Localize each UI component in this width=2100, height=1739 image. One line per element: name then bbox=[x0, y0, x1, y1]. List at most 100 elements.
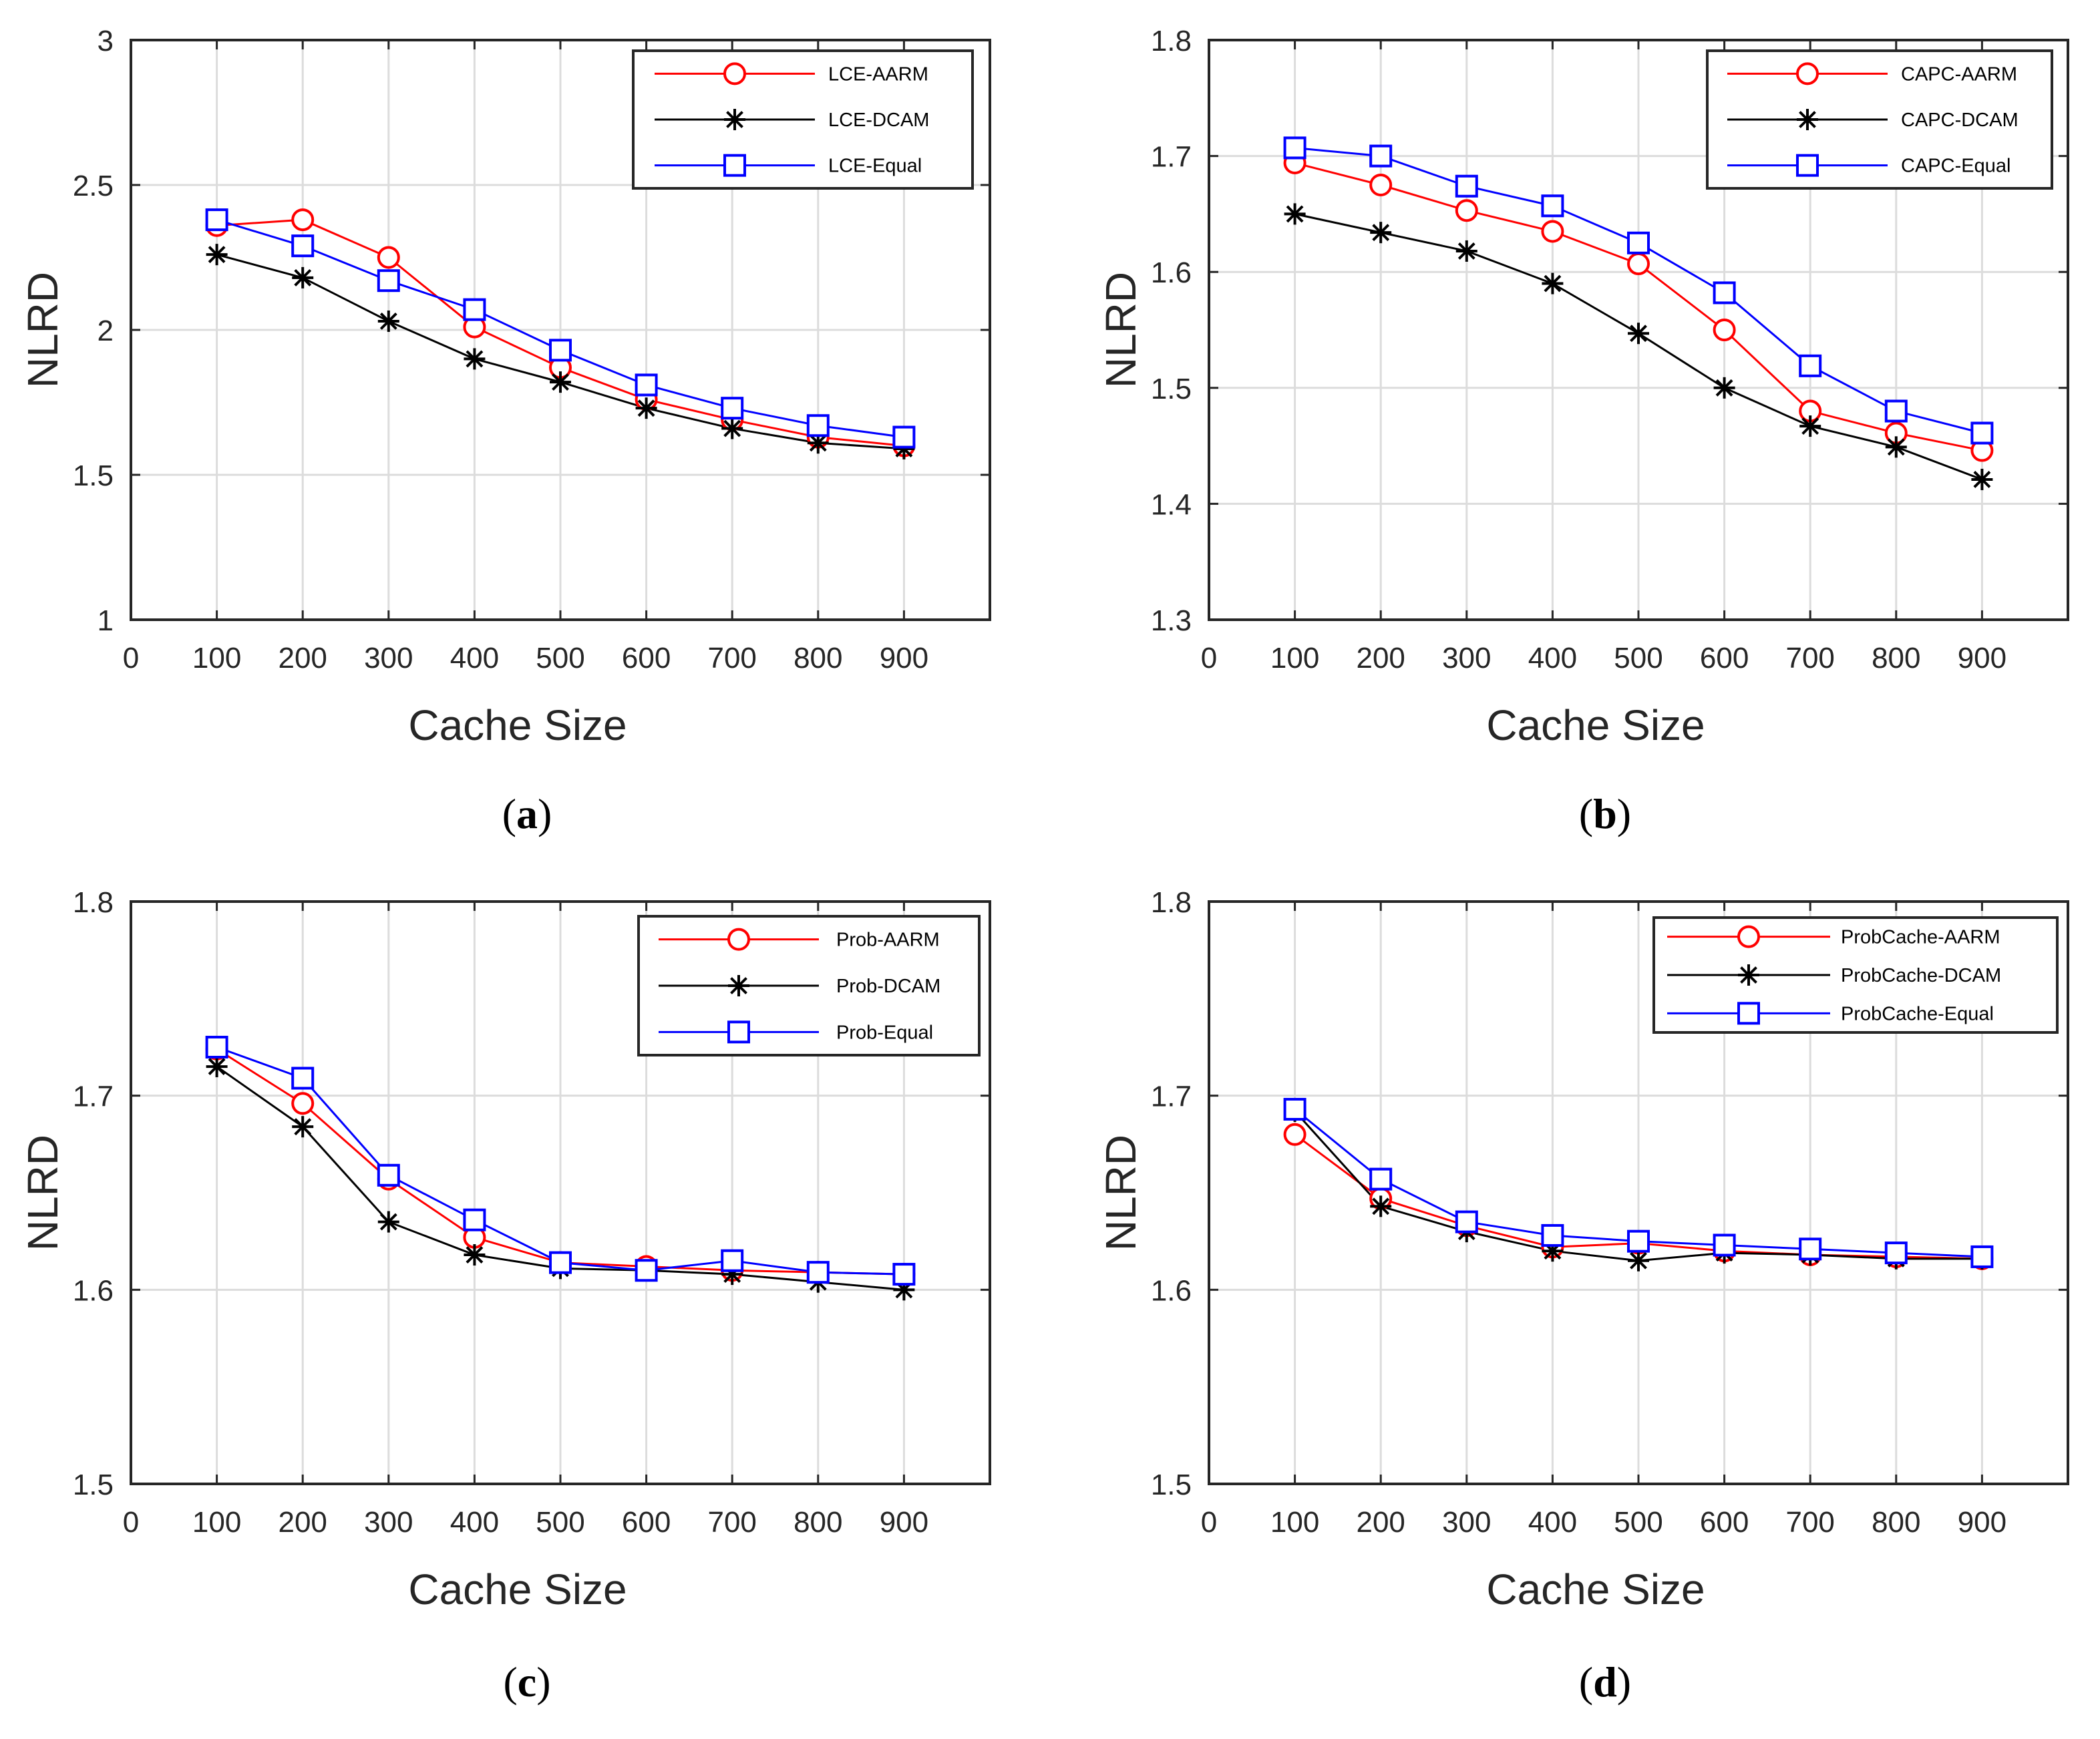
y-tick-label: 1.5 bbox=[73, 459, 114, 492]
x-tick-label: 200 bbox=[1356, 1506, 1405, 1539]
y-axis-label: NLRD bbox=[1097, 1135, 1145, 1251]
x-tick-label: 700 bbox=[707, 1506, 756, 1539]
legend-label: LCE-AARM bbox=[828, 63, 928, 85]
data-point-dcam bbox=[292, 1116, 314, 1138]
data-point-dcam bbox=[1885, 436, 1907, 458]
data-point-dcam-stroke-d2 bbox=[637, 399, 655, 417]
legend-label: LCE-Equal bbox=[828, 156, 922, 177]
data-point-dcam-stroke-d2 bbox=[294, 1118, 312, 1136]
data-point-equal bbox=[892, 425, 916, 449]
data-point-aarm bbox=[1541, 220, 1564, 243]
caption-open-paren: ( bbox=[1579, 1658, 1593, 1706]
data-point-equal bbox=[1627, 1229, 1650, 1253]
data-point-equal bbox=[1713, 281, 1736, 305]
legend: LCE-AARM LCE-DCAM LCE-Equal bbox=[632, 49, 974, 190]
data-point-dcam bbox=[1628, 1249, 1649, 1272]
x-tick-label: 400 bbox=[1528, 1506, 1577, 1539]
data-point-equal bbox=[549, 339, 572, 362]
legend-marker-equal bbox=[1737, 1002, 1760, 1025]
y-tick-label: 1.6 bbox=[1151, 256, 1192, 289]
panel-caption: (d) bbox=[1579, 1658, 1631, 1706]
data-point-equal bbox=[1541, 1223, 1564, 1247]
legend: ProbCache-AARM ProbCache-DCAM ProbCache-Eq… bbox=[1652, 916, 2059, 1034]
x-tick-label: 800 bbox=[794, 642, 842, 674]
x-tick-label: 900 bbox=[1958, 642, 2006, 674]
data-point-dcam bbox=[1455, 240, 1477, 262]
x-tick-label: 600 bbox=[1700, 1506, 1749, 1539]
data-point-equal bbox=[1627, 231, 1650, 254]
legend-label: LCE-DCAM bbox=[828, 110, 929, 131]
panel-caption: (a) bbox=[502, 790, 552, 837]
data-point-equal bbox=[377, 1163, 400, 1187]
x-tick-label: 200 bbox=[1356, 642, 1405, 674]
data-point-dcam bbox=[464, 1244, 486, 1266]
legend-marker-dcam-stroke-d2 bbox=[726, 111, 743, 128]
y-tick-label: 2 bbox=[98, 315, 114, 347]
legend-label: CAPC-Equal bbox=[1901, 156, 2010, 177]
data-point-equal bbox=[377, 269, 400, 293]
x-tick-label: 300 bbox=[364, 1506, 413, 1539]
x-tick-label: 200 bbox=[278, 642, 327, 674]
data-point-dcam-stroke-d2 bbox=[1973, 471, 1991, 488]
legend-label: Prob-Equal bbox=[836, 1022, 933, 1043]
y-axis-label: NLRD bbox=[19, 272, 67, 388]
legend-marker-equal bbox=[723, 154, 746, 177]
data-point-equal bbox=[549, 1251, 572, 1274]
data-point-dcam bbox=[1971, 468, 1993, 490]
chart-panel-a: 0 100 200 300 400 500 600 700 800 900 1 1.5 2 2.5 3 Cac… bbox=[19, 25, 991, 837]
data-point-equal bbox=[1884, 399, 1908, 423]
data-point-aarm bbox=[1283, 1123, 1306, 1146]
data-point-dcam-stroke-d2 bbox=[466, 1246, 484, 1264]
data-point-dcam-stroke-d2 bbox=[1457, 242, 1475, 260]
data-point-dcam bbox=[292, 266, 314, 288]
x-tick-label: 100 bbox=[1270, 642, 1319, 674]
x-tick-label: 0 bbox=[1201, 642, 1217, 674]
x-tick-label: 800 bbox=[1872, 1506, 1920, 1539]
data-point-dcam-stroke-d2 bbox=[208, 246, 226, 264]
caption-letter: b bbox=[1593, 790, 1617, 837]
data-point-equal bbox=[1713, 1233, 1736, 1257]
data-point-equal bbox=[1283, 1098, 1306, 1121]
data-point-equal bbox=[205, 208, 228, 232]
panel-caption: (c) bbox=[503, 1658, 550, 1706]
y-tick-label: 1.8 bbox=[1151, 25, 1192, 57]
data-point-dcam bbox=[1799, 415, 1821, 437]
caption-close-paren: ) bbox=[538, 790, 552, 837]
legend-label: Prob-AARM bbox=[836, 930, 940, 951]
data-point-dcam-stroke-d2 bbox=[379, 1213, 397, 1231]
data-point-dcam-stroke-d2 bbox=[1715, 379, 1733, 397]
data-point-dcam-stroke-d2 bbox=[1372, 1197, 1390, 1215]
x-tick-label: 300 bbox=[364, 642, 413, 674]
legend-label: ProbCache-DCAM bbox=[1841, 965, 2001, 986]
data-point-equal bbox=[1541, 194, 1564, 218]
data-point-dcam-stroke-d2 bbox=[294, 268, 312, 286]
data-point-dcam-stroke-d2 bbox=[1887, 438, 1905, 456]
x-tick-label: 100 bbox=[192, 1506, 241, 1539]
data-point-dcam-stroke-d2 bbox=[1286, 205, 1304, 223]
data-point-dcam bbox=[1370, 222, 1392, 244]
x-tick-label: 700 bbox=[1785, 1506, 1834, 1539]
data-point-equal bbox=[635, 373, 658, 397]
panel-caption: (b) bbox=[1579, 790, 1631, 837]
data-point-dcam-stroke-d2 bbox=[1630, 325, 1647, 343]
data-point-equal bbox=[463, 298, 486, 321]
x-tick-label: 0 bbox=[123, 642, 139, 674]
data-point-equal bbox=[1799, 1237, 1822, 1261]
y-tick-label: 1.8 bbox=[73, 886, 114, 919]
data-point-dcam-stroke-d2 bbox=[379, 313, 397, 330]
caption-letter: c bbox=[518, 1658, 536, 1706]
caption-close-paren: ) bbox=[1617, 790, 1631, 837]
x-tick-label: 0 bbox=[123, 1506, 139, 1539]
legend-marker-dcam bbox=[728, 975, 749, 996]
legend-label: CAPC-DCAM bbox=[1901, 110, 2019, 131]
legend-marker-dcam bbox=[1738, 964, 1759, 986]
data-point-equal bbox=[291, 1067, 315, 1090]
data-point-dcam-stroke-d2 bbox=[466, 350, 484, 368]
data-point-equal bbox=[1455, 174, 1478, 198]
x-tick-label: 400 bbox=[450, 1506, 499, 1539]
data-point-dcam bbox=[1284, 203, 1306, 225]
data-point-equal bbox=[806, 1261, 830, 1284]
x-tick-label: 600 bbox=[1700, 642, 1749, 674]
y-tick-label: 1.7 bbox=[1151, 1081, 1192, 1113]
